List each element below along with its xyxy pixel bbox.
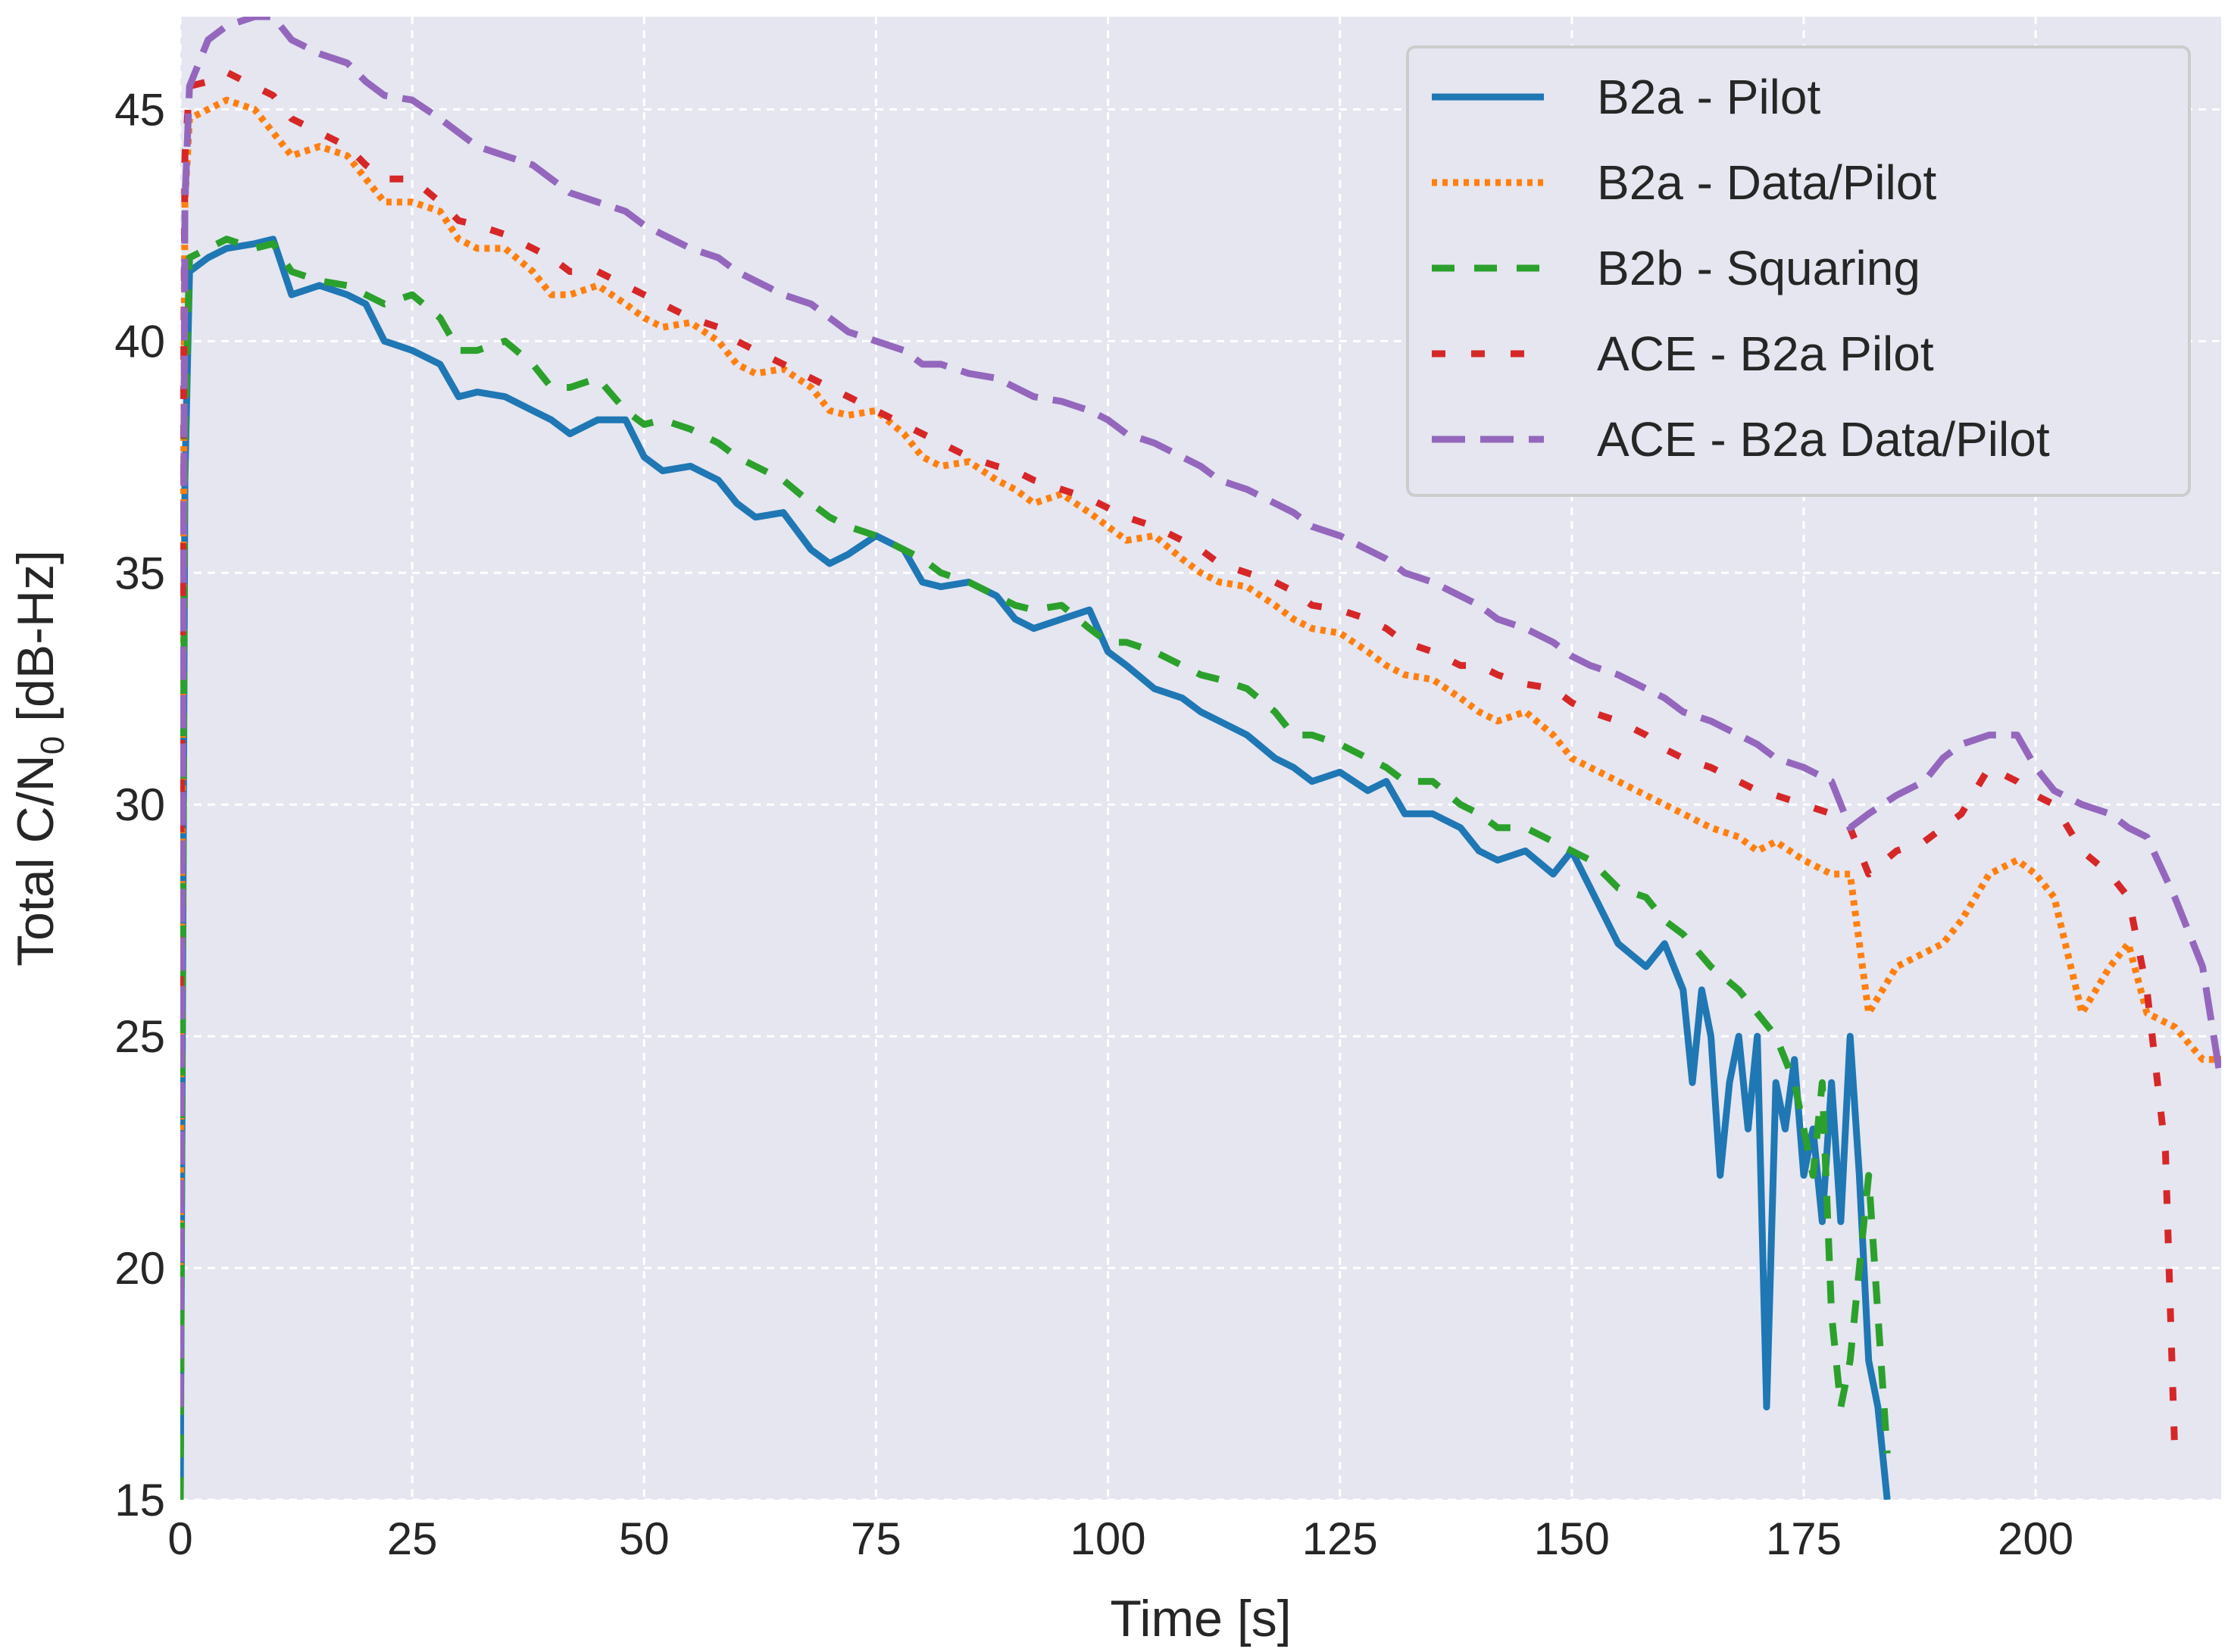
legend-label-3: B2b - Squaring <box>1597 241 1920 295</box>
y-tick-label: 15 <box>114 1475 165 1526</box>
legend-box <box>1406 45 2191 497</box>
x-tick-label: 0 <box>167 1513 192 1564</box>
legend-label-1: B2a - Pilot <box>1597 70 1820 124</box>
y-axis-ticks: 15 20 25 30 35 40 45 <box>114 84 165 1526</box>
x-tick-label: 200 <box>1998 1513 2073 1564</box>
legend-label-2: B2a - Data/Pilot <box>1597 155 1936 210</box>
x-axis-ticks: 0 25 50 75 100 125 150 175 200 <box>167 1513 2073 1564</box>
series-line-4 <box>180 68 2179 1454</box>
y-tick-label: 45 <box>114 84 165 135</box>
legend-label-4: ACE - B2a Pilot <box>1597 326 1934 381</box>
x-tick-label: 175 <box>1766 1513 1842 1564</box>
x-tick-label: 150 <box>1534 1513 1610 1564</box>
y-axis-label: Total C/N0 [dB-Hz] <box>7 550 71 967</box>
x-tick-label: 75 <box>851 1513 901 1564</box>
x-tick-label: 25 <box>387 1513 438 1564</box>
y-axis-label-subscript: 0 <box>34 736 71 754</box>
x-axis-label: Time [s] <box>1110 1590 1291 1647</box>
legend-label-5: ACE - B2a Data/Pilot <box>1597 412 2050 467</box>
series-line-2 <box>180 96 2221 1269</box>
y-axis-label-unit: [dB-Hz] <box>7 550 64 736</box>
y-tick-label: 40 <box>114 316 165 367</box>
y-tick-label: 25 <box>114 1011 165 1062</box>
legend: B2a - Pilot B2a - Data/Pilot B2b - Squarin… <box>1406 45 2191 497</box>
y-tick-label: 35 <box>114 548 165 598</box>
y-tick-label: 30 <box>114 779 165 830</box>
series-line-3 <box>180 236 1891 1500</box>
x-tick-label: 50 <box>619 1513 670 1564</box>
y-axis-label-main: Total C/N <box>7 754 64 967</box>
y-tick-label: 20 <box>114 1243 165 1294</box>
series-line-1 <box>180 236 1891 1500</box>
series-layer <box>180 17 2221 1500</box>
x-tick-label: 125 <box>1302 1513 1378 1564</box>
series-line-5 <box>180 17 2221 1407</box>
x-tick-label: 100 <box>1070 1513 1145 1564</box>
